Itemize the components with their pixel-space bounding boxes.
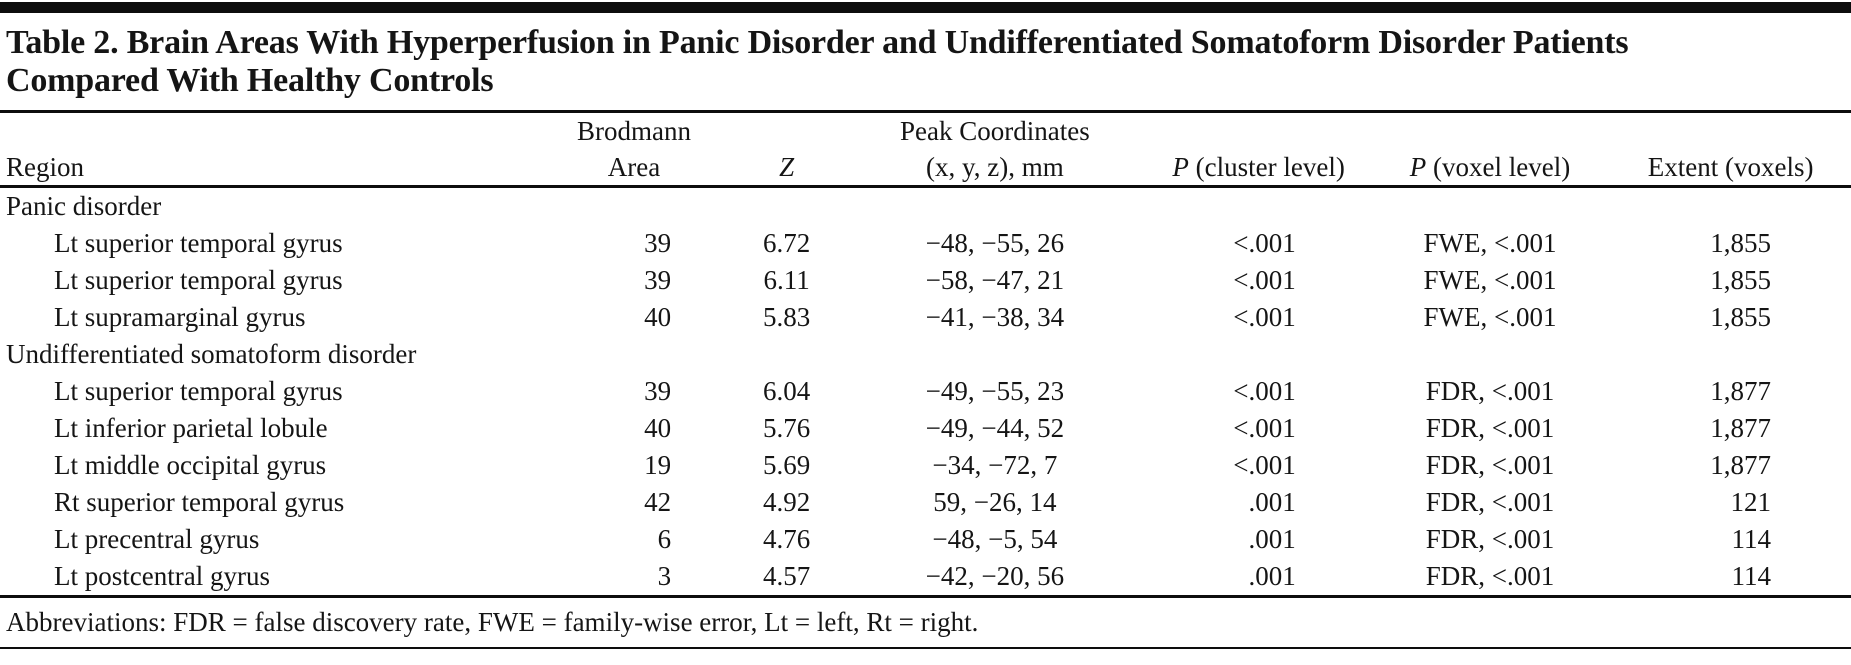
p-voxel-cell: FDR, <.001 bbox=[1425, 450, 1555, 480]
peak-coordinates-cell: −48, −5, 54 bbox=[932, 524, 1058, 554]
peak-coordinates-cell: −34, −72, 7 bbox=[932, 450, 1058, 480]
table-title: Table 2. Brain Areas With Hyperperfusion… bbox=[0, 13, 1851, 113]
section-label: Undifferentiated somatoform disorder bbox=[6, 339, 417, 369]
peak-coordinates-cell: −42, −20, 56 bbox=[842, 558, 1148, 598]
table-row: Lt middle occipital gyrus 19 5.69 −34, −… bbox=[0, 447, 1851, 484]
z-cell: 6.72 bbox=[763, 228, 811, 258]
p-cluster-cell: <.001 bbox=[1233, 376, 1296, 406]
p-voxel-cell: FWE, <.001 bbox=[1423, 265, 1557, 295]
table-title-line-2: Compared With Healthy Controls bbox=[6, 62, 494, 99]
region-cell: Lt inferior parietal lobule bbox=[54, 413, 328, 443]
brodmann-area-cell: 39 bbox=[644, 228, 672, 258]
extent-cell: 114 bbox=[1610, 558, 1851, 598]
column-header-z: Z bbox=[731, 113, 843, 188]
z-cell: 5.76 bbox=[763, 413, 811, 443]
extent-cell: 114 bbox=[1731, 524, 1772, 554]
peak-coordinates-cell: −48, −55, 26 bbox=[925, 228, 1065, 258]
p-voxel-cell: FWE, <.001 bbox=[1423, 302, 1557, 332]
header-row: Region Brodmann Area Z Peak Coordinates … bbox=[0, 113, 1851, 188]
table-row: Lt postcentral gyrus 3 4.57 −42, −20, 56… bbox=[0, 558, 1851, 598]
p-voxel-cell: FWE, <.001 bbox=[1423, 228, 1557, 258]
peak-coordinates-cell: −49, −44, 52 bbox=[925, 413, 1065, 443]
region-cell: Lt supramarginal gyrus bbox=[54, 302, 306, 332]
table-body: Panic disorder Lt superior temporal gyru… bbox=[0, 187, 1851, 598]
abbreviations-footnote: Abbreviations: FDR = false discovery rat… bbox=[0, 598, 1851, 649]
brodmann-area-cell: 6 bbox=[657, 524, 672, 554]
column-header-peak-coordinates: Peak Coordinates (x, y, z), mm bbox=[842, 113, 1148, 188]
table-row: Lt precentral gyrus 6 4.76 −48, −5, 54 .… bbox=[0, 521, 1851, 558]
brodmann-area-cell: 42 bbox=[644, 487, 672, 517]
p-voxel-cell: FDR, <.001 bbox=[1425, 376, 1555, 406]
results-table: Region Brodmann Area Z Peak Coordinates … bbox=[0, 113, 1851, 598]
peak-coordinates-cell: −58, −47, 21 bbox=[925, 265, 1065, 295]
region-cell: Lt superior temporal gyrus bbox=[54, 265, 343, 295]
peak-coordinates-cell: −41, −38, 34 bbox=[925, 302, 1065, 332]
extent-cell: 1,877 bbox=[1710, 413, 1771, 443]
region-cell: Lt precentral gyrus bbox=[54, 524, 260, 554]
table-title-line-1: Table 2. Brain Areas With Hyperperfusion… bbox=[6, 24, 1629, 61]
column-header-brodmann-area: Brodmann Area bbox=[536, 113, 732, 188]
peak-coordinates-cell: −49, −55, 23 bbox=[925, 376, 1065, 406]
region-cell: Rt superior temporal gyrus bbox=[54, 487, 345, 517]
p-cluster-cell: .001 bbox=[1248, 524, 1296, 554]
p-voxel-cell: FDR, <.001 bbox=[1425, 487, 1555, 517]
p-voxel-cell: FDR, <.001 bbox=[1425, 524, 1555, 554]
p-voxel-cell: FDR, <.001 bbox=[1369, 558, 1611, 598]
z-cell: 6.04 bbox=[763, 376, 811, 406]
region-cell: Lt middle occipital gyrus bbox=[54, 450, 327, 480]
section-label: Panic disorder bbox=[6, 191, 162, 221]
table-row: Lt inferior parietal lobule 40 5.76 −49,… bbox=[0, 410, 1851, 447]
extent-cell: 1,855 bbox=[1710, 302, 1771, 332]
extent-cell: 1,855 bbox=[1710, 265, 1771, 295]
brodmann-area-cell: 40 bbox=[644, 302, 672, 332]
brodmann-area-cell: 39 bbox=[644, 376, 672, 406]
p-voxel-cell: FDR, <.001 bbox=[1425, 413, 1555, 443]
z-cell: 4.57 bbox=[731, 558, 843, 598]
z-cell: 4.76 bbox=[763, 524, 811, 554]
p-cluster-cell: <.001 bbox=[1233, 450, 1296, 480]
extent-cell: 1,855 bbox=[1710, 228, 1771, 258]
z-cell: 6.11 bbox=[763, 265, 810, 295]
brodmann-area-cell: 40 bbox=[644, 413, 672, 443]
table-row: Lt superior temporal gyrus 39 6.72 −48, … bbox=[0, 225, 1851, 262]
table-header: Region Brodmann Area Z Peak Coordinates … bbox=[0, 113, 1851, 188]
region-cell: Lt postcentral gyrus bbox=[0, 558, 537, 598]
column-header-extent: Extent (voxels) bbox=[1610, 113, 1851, 188]
table-row: Rt superior temporal gyrus 42 4.92 59, −… bbox=[0, 484, 1851, 521]
column-header-region: Region bbox=[0, 113, 537, 188]
p-cluster-cell: <.001 bbox=[1233, 228, 1296, 258]
brodmann-area-cell: 3 bbox=[536, 558, 732, 598]
extent-cell: 1,877 bbox=[1710, 450, 1771, 480]
section-row-panic-disorder: Panic disorder bbox=[0, 187, 1851, 226]
peak-coordinates-cell: 59, −26, 14 bbox=[933, 487, 1057, 517]
p-cluster-cell: .001 bbox=[1147, 558, 1370, 598]
table-row: Lt superior temporal gyrus 39 6.11 −58, … bbox=[0, 262, 1851, 299]
extent-cell: 1,877 bbox=[1710, 376, 1771, 406]
column-header-p-cluster: P (cluster level) bbox=[1147, 113, 1370, 188]
p-cluster-cell: .001 bbox=[1248, 487, 1296, 517]
region-cell: Lt superior temporal gyrus bbox=[54, 228, 343, 258]
column-header-p-voxel: P (voxel level) bbox=[1369, 113, 1611, 188]
section-row-undifferentiated-somatoform-disorder: Undifferentiated somatoform disorder bbox=[0, 336, 1851, 373]
z-cell: 4.92 bbox=[763, 487, 811, 517]
region-cell: Lt superior temporal gyrus bbox=[54, 376, 343, 406]
p-cluster-cell: <.001 bbox=[1233, 265, 1296, 295]
table-row: Lt superior temporal gyrus 39 6.04 −49, … bbox=[0, 373, 1851, 410]
brodmann-area-cell: 39 bbox=[644, 265, 672, 295]
p-cluster-cell: <.001 bbox=[1233, 413, 1296, 443]
z-cell: 5.83 bbox=[763, 302, 811, 332]
p-cluster-cell: <.001 bbox=[1233, 302, 1296, 332]
brodmann-area-cell: 19 bbox=[644, 450, 672, 480]
table-row: Lt supramarginal gyrus 40 5.83 −41, −38,… bbox=[0, 299, 1851, 336]
table-top-rule bbox=[0, 2, 1851, 13]
z-cell: 5.69 bbox=[763, 450, 811, 480]
extent-cell: 121 bbox=[1730, 487, 1772, 517]
